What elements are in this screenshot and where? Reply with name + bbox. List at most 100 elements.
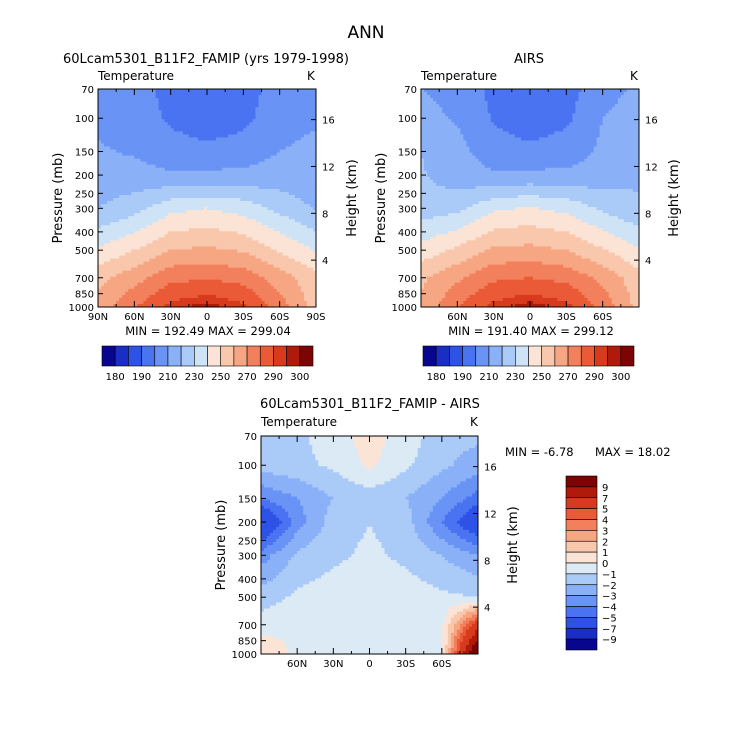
heatmap-cell	[146, 225, 151, 229]
heatmap-cell	[288, 146, 293, 151]
heatmap-cell	[140, 170, 145, 175]
heatmap-cell	[152, 143, 157, 148]
heatmap-cell	[234, 222, 238, 226]
heatmap-cell	[119, 146, 123, 151]
heatmap-cell	[264, 252, 269, 257]
heatmap-cell	[312, 243, 316, 248]
heatmap-cell	[234, 258, 238, 263]
heatmap-cell	[288, 294, 293, 299]
heatmap-cell	[146, 101, 151, 105]
heatmap-cell	[149, 104, 154, 108]
heatmap-cell	[134, 267, 138, 272]
heatmap-cell	[279, 258, 284, 263]
heatmap-cell	[170, 252, 175, 257]
heatmap-cell	[107, 119, 111, 123]
heatmap-cell	[182, 155, 187, 160]
heatmap-cell	[194, 228, 199, 232]
heatmap-cell	[149, 170, 154, 175]
heatmap-cell	[146, 204, 151, 208]
heatmap-cell	[104, 101, 108, 105]
heatmap-cell	[216, 104, 220, 108]
heatmap-cell	[203, 173, 208, 178]
heatmap-cell	[176, 264, 181, 269]
heatmap-cell	[213, 125, 217, 129]
heatmap-cell	[219, 119, 223, 123]
heatmap-cell	[279, 225, 284, 229]
heatmap-cell	[234, 161, 238, 166]
heatmap-cell	[240, 201, 244, 205]
heatmap-cell	[197, 182, 202, 187]
heatmap-cell	[312, 222, 316, 226]
heatmap-cell	[243, 273, 247, 278]
heatmap-cell	[228, 146, 232, 151]
heatmap-cell	[294, 128, 299, 132]
heatmap-cell	[146, 294, 151, 299]
heatmap-cell	[131, 288, 135, 293]
heatmap-cell	[137, 225, 141, 229]
heatmap-cell	[182, 234, 187, 238]
heatmap-cell	[213, 222, 217, 226]
heatmap-cell	[300, 194, 305, 199]
heatmap-cell	[113, 240, 117, 245]
heatmap-cell	[131, 246, 135, 251]
heatmap-cell	[131, 176, 135, 181]
heatmap-cell	[110, 98, 114, 102]
heatmap-cell	[294, 207, 299, 211]
heatmap-cell	[149, 288, 154, 293]
heatmap-cell	[134, 137, 138, 142]
heatmap-cell	[176, 282, 181, 287]
heatmap-cell	[194, 92, 199, 96]
heatmap-cell	[291, 276, 296, 281]
heatmap-cell	[128, 164, 132, 169]
heatmap-cell	[228, 104, 232, 108]
heatmap-cell	[134, 185, 138, 190]
heatmap-cell	[303, 164, 308, 169]
heatmap-cell	[140, 179, 145, 184]
heatmap-cell	[231, 149, 235, 154]
heatmap-cell	[200, 194, 205, 199]
heatmap-cell	[303, 170, 308, 175]
heatmap-cell	[143, 210, 148, 214]
heatmap-cell	[158, 194, 163, 199]
heatmap-cell	[161, 264, 166, 269]
heatmap-cell	[225, 243, 229, 248]
heatmap-cell	[291, 167, 296, 172]
heatmap-cell	[137, 231, 141, 235]
heatmap-cell	[188, 170, 193, 175]
heatmap-cell	[255, 89, 260, 93]
heatmap-cell	[288, 161, 293, 166]
heatmap-cell	[255, 173, 260, 178]
heatmap-cell	[149, 246, 154, 251]
heatmap-cell	[107, 249, 111, 254]
heatmap-cell	[107, 210, 111, 214]
heatmap-cell	[300, 228, 305, 232]
heatmap-cell	[128, 252, 132, 257]
heatmap-cell	[107, 185, 111, 190]
heatmap-cell	[222, 134, 226, 139]
heatmap-cell	[300, 267, 305, 272]
heatmap-cell	[210, 240, 214, 245]
heatmap-cell	[161, 128, 166, 132]
heatmap-cell	[185, 182, 190, 187]
heatmap-cell	[258, 279, 263, 284]
heatmap-cell	[240, 143, 244, 148]
heatmap-cell	[197, 152, 202, 157]
heatmap-cell	[261, 198, 266, 202]
heatmap-cell	[179, 110, 184, 114]
heatmap-cell	[104, 122, 108, 126]
heatmap-cell	[194, 104, 199, 108]
heatmap-cell	[203, 210, 208, 214]
heatmap-cell	[191, 231, 196, 235]
heatmap-cell	[279, 204, 284, 208]
heatmap-cell	[104, 213, 108, 217]
heatmap-cell	[113, 89, 117, 93]
heatmap-cell	[222, 116, 226, 120]
heatmap-cell	[170, 207, 175, 211]
heatmap-cell	[101, 225, 105, 229]
heatmap-cell	[237, 204, 241, 208]
heatmap-cell	[128, 261, 132, 266]
heatmap-cell	[276, 231, 281, 235]
heatmap-cell	[312, 89, 316, 93]
heatmap-cell	[237, 225, 241, 229]
heatmap-cell	[164, 294, 169, 299]
